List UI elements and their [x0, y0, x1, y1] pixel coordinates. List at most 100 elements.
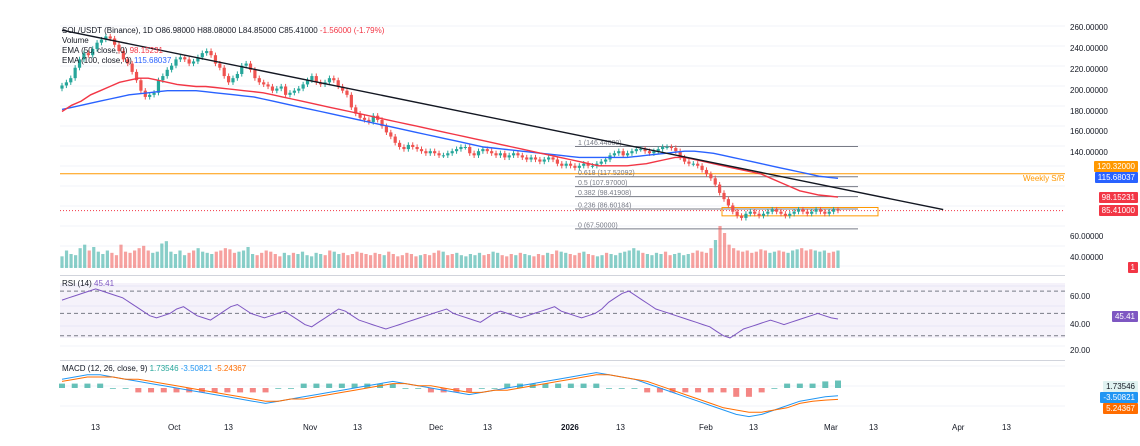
macd-hist-bar — [427, 388, 434, 393]
time-axis-label: 13 — [869, 423, 878, 432]
legend-macd[interactable]: MACD (12, 26, close, 9) 1.73546 -3.50821… — [62, 364, 246, 374]
volume-bar — [296, 254, 300, 268]
candle-body — [358, 113, 362, 118]
volume-bar — [128, 252, 132, 268]
macd-hist-bar — [644, 388, 651, 393]
volume-bar — [604, 252, 609, 268]
time-axis-label: 13 — [483, 423, 492, 432]
candle-body — [459, 147, 463, 150]
candle-body — [345, 90, 349, 95]
price-axis-label: 40.00000 — [1070, 252, 1104, 262]
legend-rsi[interactable]: RSI (14) 45.41 — [62, 279, 114, 289]
candle-body — [389, 132, 393, 137]
volume-bar — [700, 251, 704, 268]
candle-body — [801, 209, 805, 212]
macd-hist-bar — [796, 383, 803, 388]
candle-body — [476, 151, 481, 156]
candle-body — [582, 163, 586, 166]
legend-ema50[interactable]: EMA (50, close, 0) 98.15231 — [62, 46, 384, 56]
volume-bar — [609, 254, 613, 268]
candle-body — [121, 51, 125, 60]
volume-bar — [632, 248, 636, 268]
candle-body — [424, 151, 428, 154]
candle-body — [568, 163, 573, 166]
volume-bar — [482, 255, 486, 268]
legend-ema100[interactable]: EMA (100, close, 0) 115.68037 — [62, 56, 384, 66]
volume-bar — [759, 249, 763, 268]
ema50-line — [61, 77, 839, 198]
candle-body — [551, 157, 555, 160]
volume-bar — [559, 251, 563, 268]
volume-bar — [595, 256, 600, 268]
volume-bar — [146, 250, 150, 268]
candle-body — [713, 178, 717, 185]
volume-bar — [695, 250, 699, 268]
candle-body — [332, 78, 336, 81]
volume-bar — [473, 255, 477, 268]
macd-line-tag: -3.50821 — [1100, 392, 1138, 403]
volume-bar — [151, 252, 155, 268]
time-axis-label: Nov — [303, 423, 318, 432]
candle-body — [226, 76, 231, 83]
candle-body — [498, 153, 503, 156]
close-tag: 85.41000 — [1098, 205, 1138, 216]
macd-hist-bar — [338, 383, 345, 388]
volume-bar — [491, 251, 495, 268]
candle-body — [178, 57, 182, 60]
volume-bar — [409, 254, 414, 268]
candle-body — [792, 211, 796, 214]
candle-body — [283, 86, 288, 95]
volume-bar — [677, 252, 681, 268]
candle-body — [731, 205, 735, 212]
volume-bar — [686, 254, 690, 268]
candle-body — [266, 84, 270, 87]
candle-body — [700, 165, 704, 170]
macd-hist-bar — [84, 383, 91, 388]
signal-line — [61, 374, 839, 413]
volume-bar — [69, 254, 73, 268]
volume-bar — [282, 252, 286, 268]
volume-bar — [732, 248, 736, 268]
legend-open: O86.98000 — [155, 26, 195, 35]
macd-hist-bar — [771, 388, 778, 389]
volume-bar — [219, 250, 223, 268]
volume-bar — [214, 251, 218, 268]
volume-bar — [178, 250, 182, 268]
candle-body — [827, 211, 831, 214]
candle-body — [156, 80, 161, 93]
volume-bar — [337, 254, 341, 268]
candle-body — [674, 148, 678, 152]
price-axis-label: 140.00000 — [1070, 148, 1108, 158]
candle-body — [744, 213, 748, 218]
candle-body — [612, 153, 617, 156]
macd-hist-bar — [211, 388, 218, 393]
volume-bar — [468, 254, 473, 268]
candle-body — [682, 157, 687, 162]
volume-bar — [446, 255, 450, 268]
price-axis-label: 240.00000 — [1070, 43, 1108, 53]
volume-bar — [818, 251, 822, 268]
candle-body — [529, 157, 533, 160]
candle-body — [722, 192, 726, 200]
macd-hist-bar — [389, 383, 396, 388]
candle-body — [625, 153, 630, 156]
volume-bar — [523, 254, 527, 268]
candle-body — [472, 153, 476, 156]
volume-bar — [496, 252, 500, 268]
candle-body — [678, 151, 682, 158]
time-axis-label: 13 — [353, 423, 362, 432]
candle-body — [757, 213, 761, 216]
time-axis-label: 13 — [91, 423, 100, 432]
volume-bar — [536, 254, 541, 268]
legend-volume[interactable]: Volume — [62, 36, 384, 46]
volume-bar — [768, 252, 772, 268]
volume-bar — [505, 256, 509, 268]
macd-hist-bar — [733, 388, 740, 397]
candle-body — [161, 76, 165, 81]
volume-bar — [192, 250, 196, 268]
volume-bar — [432, 252, 436, 268]
volume-bar — [791, 250, 795, 268]
volume-bar — [550, 254, 554, 268]
weekly-sr-label: Weekly S/R — [1023, 174, 1065, 183]
